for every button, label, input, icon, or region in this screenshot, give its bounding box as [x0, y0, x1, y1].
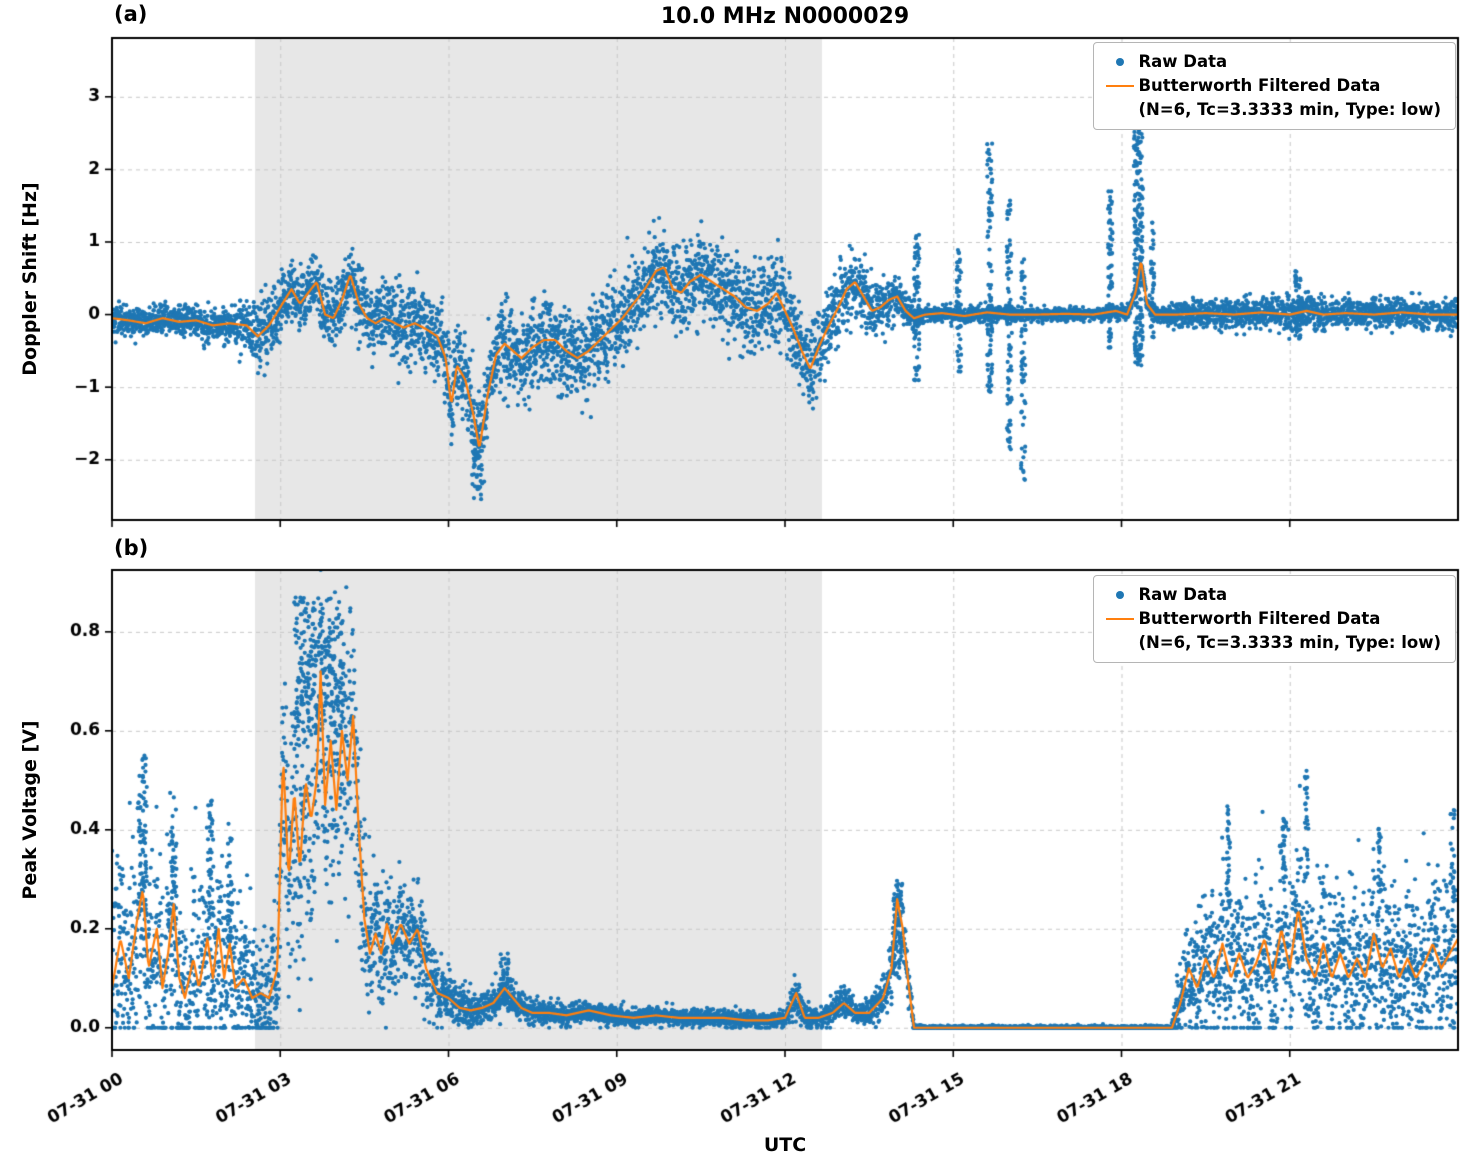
legend-row-raw: Raw Data — [1102, 50, 1441, 74]
panel-label-b: (b) — [114, 536, 149, 560]
legend-marker-cell — [1102, 57, 1138, 66]
legend-filtered-params: (N=6, Tc=3.3333 min, Type: low) — [1138, 99, 1441, 119]
y-axis-label-voltage: Peak Voltage [V] — [19, 720, 41, 900]
legend-filtered-label: Butterworth Filtered Data — [1138, 75, 1381, 95]
legend-row-filtered: Butterworth Filtered Data — [1102, 74, 1441, 98]
legend-filtered-params: (N=6, Tc=3.3333 min, Type: low) — [1138, 632, 1441, 652]
legend-filtered-label: Butterworth Filtered Data — [1138, 608, 1381, 628]
legend-panel-a: Raw Data Butterworth Filtered Data (N=6,… — [1093, 42, 1456, 130]
legend-row-filtered-params: (N=6, Tc=3.3333 min, Type: low) — [1102, 631, 1441, 655]
legend-marker-cell — [1102, 617, 1138, 620]
legend-marker-cell — [1102, 84, 1138, 87]
raw-data-marker-icon — [1116, 590, 1125, 599]
y-axis-label-doppler: Doppler Shift [Hz] — [19, 182, 41, 376]
legend-raw-label: Raw Data — [1138, 52, 1228, 71]
legend-row-filtered-params: (N=6, Tc=3.3333 min, Type: low) — [1102, 98, 1441, 122]
raw-data-marker-icon — [1116, 57, 1125, 66]
x-axis-label-utc: UTC — [763, 1134, 807, 1156]
filtered-line-marker-icon — [1106, 617, 1135, 620]
chart-title: 10.0 MHz N0000029 — [660, 4, 910, 29]
legend-marker-cell — [1102, 590, 1138, 599]
legend-row-filtered: Butterworth Filtered Data — [1102, 607, 1441, 631]
filtered-line-marker-icon — [1106, 84, 1135, 87]
panel-label-a: (a) — [114, 2, 148, 26]
legend-panel-b: Raw Data Butterworth Filtered Data (N=6,… — [1093, 575, 1456, 663]
legend-row-raw: Raw Data — [1102, 583, 1441, 607]
legend-raw-label: Raw Data — [1138, 585, 1228, 604]
